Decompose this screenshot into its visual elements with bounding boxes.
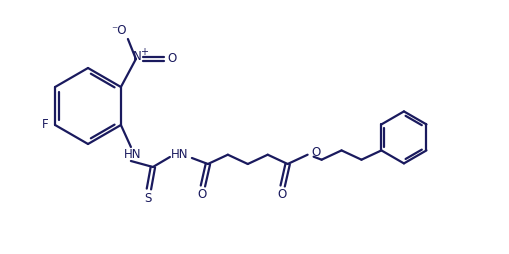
- Text: HN: HN: [124, 149, 142, 162]
- Text: O: O: [197, 188, 206, 201]
- Text: HN: HN: [171, 148, 188, 161]
- Text: O: O: [276, 188, 286, 201]
- Text: O: O: [167, 53, 176, 66]
- Text: S: S: [144, 192, 151, 204]
- Text: +: +: [139, 47, 148, 57]
- Text: F: F: [42, 119, 48, 132]
- Text: ⁻O: ⁻O: [111, 24, 126, 37]
- Text: O: O: [310, 146, 320, 159]
- Text: N: N: [132, 51, 141, 64]
